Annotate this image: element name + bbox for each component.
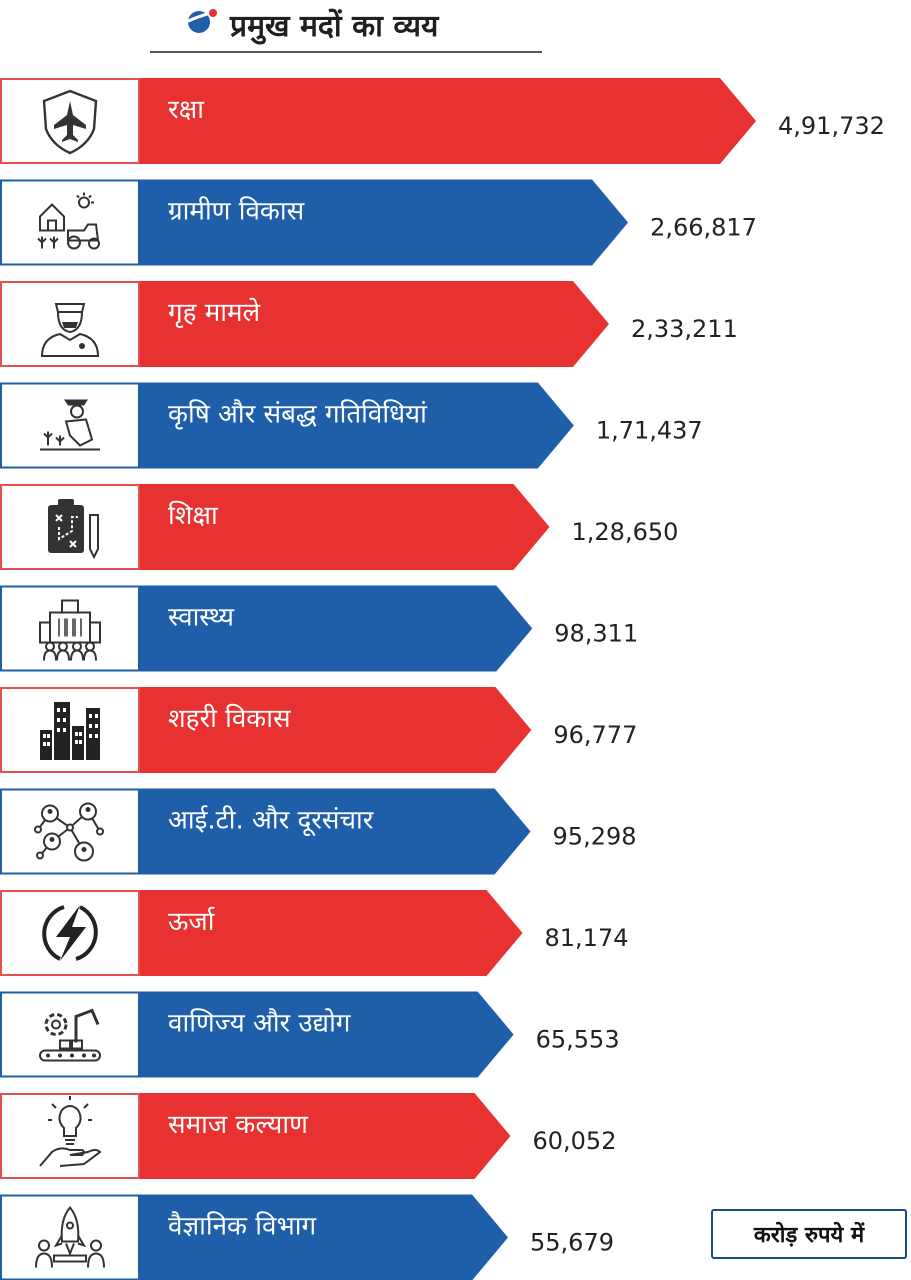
category-label: समाज कल्याण (168, 1110, 309, 1140)
bar-row: वैज्ञानिक विभाग 55,679 (0, 1194, 614, 1280)
bar (140, 991, 514, 1078)
bar-row: गृह मामले 2,33,211 (0, 281, 738, 367)
network-people-icon (34, 802, 104, 862)
bar-row: ग्रामीण विकास 2,66,817 (0, 179, 757, 266)
icon-box (0, 991, 140, 1078)
bar (140, 585, 533, 672)
value-label: 65,553 (536, 1026, 620, 1054)
bar (140, 484, 550, 570)
clipboard-plan-icon (48, 499, 99, 560)
value-label: 4,91,732 (778, 112, 885, 140)
rural-tractor-icon (37, 192, 100, 250)
bar (140, 1194, 508, 1280)
bar (140, 78, 756, 164)
value-label: 96,777 (553, 721, 637, 749)
value-label: 1,28,650 (572, 518, 679, 546)
police-officer-icon (40, 303, 100, 357)
bar (140, 788, 531, 875)
bar-row: रक्षा 4,91,732 (0, 78, 885, 164)
bar (140, 281, 609, 367)
category-label: वैज्ञानिक विभाग (168, 1211, 316, 1242)
bar-row: स्वास्थ्य 98,311 (0, 585, 638, 672)
value-label: 81,174 (545, 924, 629, 952)
icon-box (0, 382, 140, 469)
category-label: आई.टी. और दूरसंचार (168, 805, 375, 837)
unit-label: करोड़ रुपये में (711, 1209, 907, 1259)
logo-icon (185, 9, 217, 33)
bar-row: वाणिज्य और उद्योग 65,553 (0, 991, 620, 1078)
bar-row: शहरी विकास 96,777 (0, 687, 637, 773)
farmer-icon (40, 399, 100, 451)
value-label: 2,33,211 (631, 315, 738, 343)
category-label: स्वास्थ्य (168, 603, 235, 633)
hospital-people-icon (39, 599, 101, 661)
value-label: 2,66,817 (650, 214, 757, 242)
bar-row: शिक्षा 1,28,650 (0, 484, 679, 570)
bar (140, 179, 629, 266)
icon-box (0, 179, 140, 266)
value-label: 60,052 (532, 1127, 616, 1155)
bar-row: समाज कल्याण 60,052 (0, 1093, 616, 1179)
value-label: 95,298 (553, 823, 637, 851)
value-label: 98,311 (554, 620, 638, 648)
category-label: वाणिज्य और उद्योग (168, 1008, 351, 1039)
bar (140, 687, 532, 773)
category-label: ग्रामीण विकास (168, 196, 305, 227)
category-label: शिक्षा (168, 500, 219, 531)
city-buildings-icon (40, 702, 100, 760)
bar (140, 890, 523, 976)
hand-bulb-icon (39, 1096, 102, 1167)
chart-title: प्रमुख मदों का व्यय (230, 9, 439, 44)
value-label: 55,679 (530, 1229, 614, 1257)
icon-box (0, 585, 140, 672)
category-label: रक्षा (168, 95, 205, 125)
chart-header: प्रमुख मदों का व्यय (150, 0, 542, 54)
category-label: कृषि और संबद्ध गतिविधियां (168, 399, 428, 430)
value-label: 1,71,437 (596, 417, 703, 445)
lightning-icon (42, 905, 98, 961)
factory-robot-icon (39, 1008, 101, 1062)
shield-jet-icon (42, 89, 98, 155)
category-label: शहरी विकास (168, 703, 291, 734)
category-label: गृह मामले (168, 297, 261, 328)
bar (140, 382, 574, 469)
bar (140, 1093, 511, 1179)
icon-box (0, 1194, 140, 1280)
bar-row: कृषि और संबद्ध गतिविधियां 1,71,437 (0, 382, 703, 469)
bar-row: आई.टी. और दूरसंचार 95,298 (0, 788, 637, 875)
category-label: ऊर्जा (168, 906, 216, 937)
bar-row: ऊर्जा 81,174 (0, 890, 629, 976)
header-divider (150, 51, 542, 53)
rocket-launch-icon (35, 1205, 105, 1268)
